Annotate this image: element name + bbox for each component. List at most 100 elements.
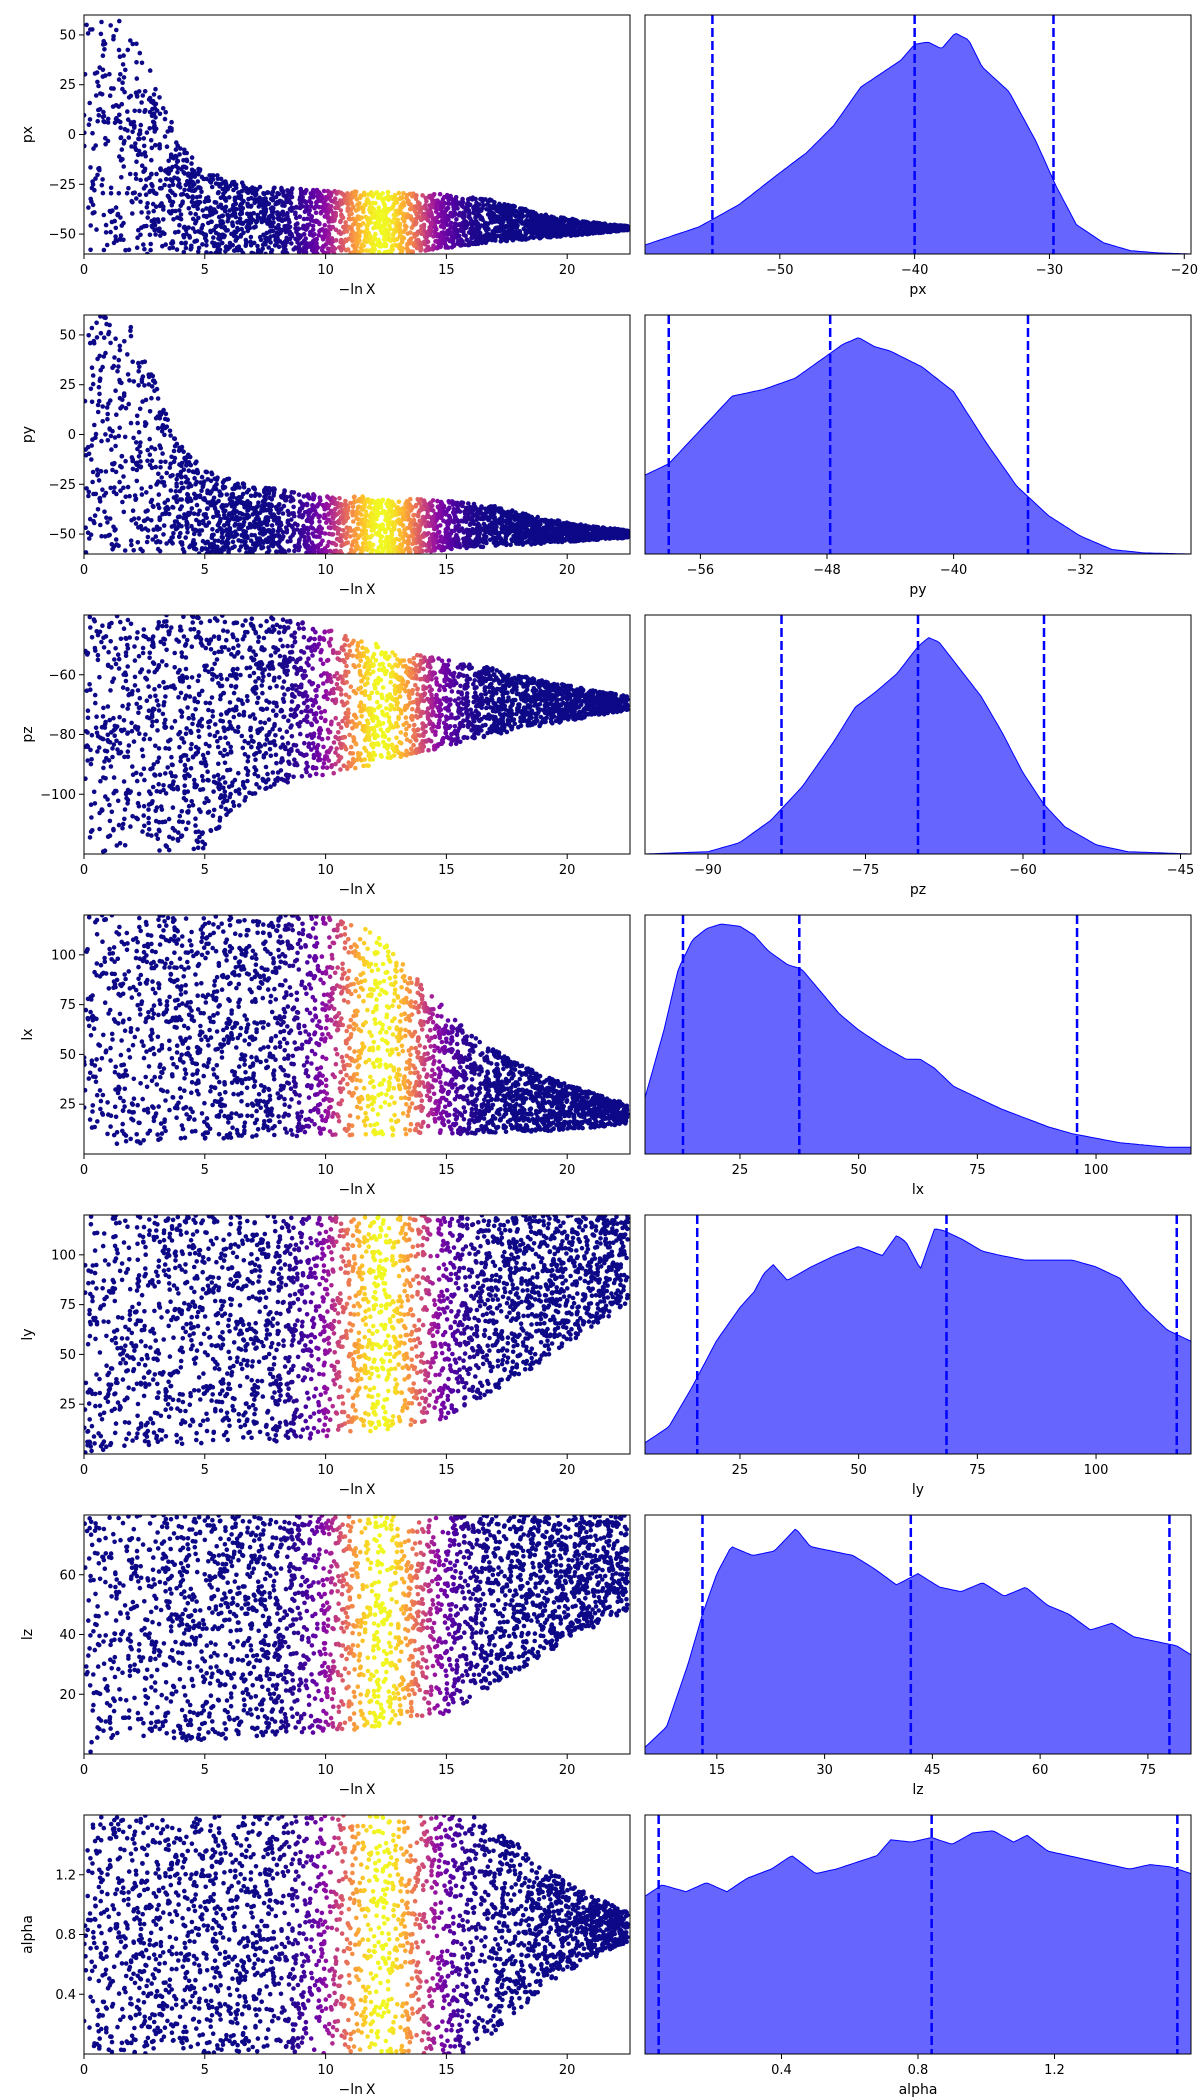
sample-point bbox=[443, 215, 448, 220]
sample-point bbox=[434, 227, 439, 232]
sample-point bbox=[198, 186, 203, 191]
sample-point bbox=[134, 245, 140, 250]
sample-point bbox=[142, 383, 147, 388]
sample-point bbox=[255, 215, 261, 220]
sample-point bbox=[398, 251, 403, 254]
sample-point bbox=[217, 237, 223, 242]
sample-point bbox=[169, 126, 174, 131]
sample-point bbox=[417, 210, 422, 215]
sample-point bbox=[450, 214, 455, 219]
plot-area bbox=[84, 18, 630, 254]
sample-point bbox=[101, 109, 106, 115]
sample-point bbox=[145, 458, 150, 464]
sample-point bbox=[191, 511, 197, 516]
sample-point bbox=[162, 432, 167, 438]
sample-point bbox=[292, 548, 297, 554]
sample-point bbox=[352, 189, 358, 195]
sample-point bbox=[471, 205, 476, 210]
sample-point bbox=[235, 225, 240, 231]
sample-point bbox=[507, 219, 512, 224]
sample-point bbox=[383, 227, 389, 232]
y-tick-label: 25 bbox=[59, 78, 76, 93]
sample-point bbox=[220, 240, 225, 246]
sample-point bbox=[196, 245, 202, 251]
y-tick-label: 50 bbox=[59, 28, 76, 43]
sample-point bbox=[516, 210, 521, 216]
sample-point bbox=[375, 241, 381, 246]
sample-point bbox=[419, 206, 424, 211]
sample-point bbox=[212, 241, 218, 246]
sample-point bbox=[139, 163, 145, 168]
sample-point bbox=[92, 513, 98, 518]
sample-point bbox=[105, 116, 111, 122]
sample-point bbox=[205, 195, 211, 200]
sample-point bbox=[84, 72, 88, 77]
sample-point bbox=[118, 158, 124, 163]
sample-point bbox=[230, 545, 235, 551]
sample-point bbox=[133, 141, 138, 146]
x-tick-label: −40 bbox=[901, 263, 928, 278]
sample-point bbox=[100, 487, 105, 493]
sample-point bbox=[574, 221, 580, 226]
sample-point bbox=[184, 158, 190, 164]
sample-point bbox=[145, 251, 150, 254]
sample-point bbox=[192, 229, 198, 235]
sample-point bbox=[155, 414, 161, 419]
sample-point bbox=[377, 224, 383, 229]
sample-point bbox=[332, 506, 338, 512]
sample-point bbox=[148, 241, 153, 247]
sample-point bbox=[137, 128, 143, 133]
sample-point bbox=[325, 246, 331, 251]
sample-point bbox=[191, 168, 197, 174]
sample-point bbox=[123, 67, 128, 73]
sample-point bbox=[94, 320, 99, 326]
sample-point bbox=[416, 498, 422, 504]
sample-point bbox=[150, 99, 155, 104]
sample-point bbox=[216, 513, 221, 518]
sample-point bbox=[303, 249, 309, 254]
sample-point bbox=[189, 173, 194, 179]
sample-point bbox=[162, 500, 167, 506]
sample-point bbox=[205, 477, 211, 482]
sample-point bbox=[155, 425, 161, 431]
sample-point bbox=[118, 72, 123, 77]
sample-point bbox=[181, 249, 187, 254]
sample-point bbox=[157, 95, 162, 100]
sample-point bbox=[90, 130, 95, 136]
sample-point bbox=[200, 518, 206, 524]
sample-point bbox=[280, 203, 285, 208]
sample-point bbox=[136, 360, 141, 366]
sample-point bbox=[341, 520, 346, 526]
sample-point bbox=[413, 219, 419, 225]
sample-point bbox=[396, 190, 402, 196]
sample-point bbox=[355, 226, 361, 231]
sample-point bbox=[280, 188, 286, 194]
sample-point bbox=[186, 187, 192, 192]
sample-point bbox=[173, 208, 178, 214]
sample-point bbox=[397, 227, 403, 232]
sample-point bbox=[144, 490, 149, 495]
sample-point bbox=[426, 210, 432, 215]
sample-point bbox=[442, 209, 448, 215]
sample-point bbox=[136, 89, 142, 94]
y-tick-label: −50 bbox=[49, 228, 76, 243]
sample-point bbox=[319, 195, 325, 200]
kde-area bbox=[645, 33, 1191, 254]
sample-point bbox=[145, 215, 150, 220]
sample-point bbox=[146, 210, 151, 215]
sample-point bbox=[416, 545, 422, 551]
sample-point bbox=[185, 179, 190, 184]
sample-point bbox=[355, 241, 360, 247]
sample-point bbox=[252, 533, 257, 538]
sample-point bbox=[162, 182, 167, 188]
sample-point bbox=[281, 212, 287, 217]
sample-point bbox=[126, 135, 132, 140]
sample-point bbox=[93, 431, 99, 437]
sample-point bbox=[98, 31, 104, 37]
sample-point bbox=[172, 519, 178, 524]
sample-point bbox=[375, 195, 381, 200]
sample-point bbox=[441, 231, 447, 237]
sample-point bbox=[149, 458, 155, 464]
sample-point bbox=[245, 228, 251, 234]
sample-point bbox=[245, 222, 251, 228]
